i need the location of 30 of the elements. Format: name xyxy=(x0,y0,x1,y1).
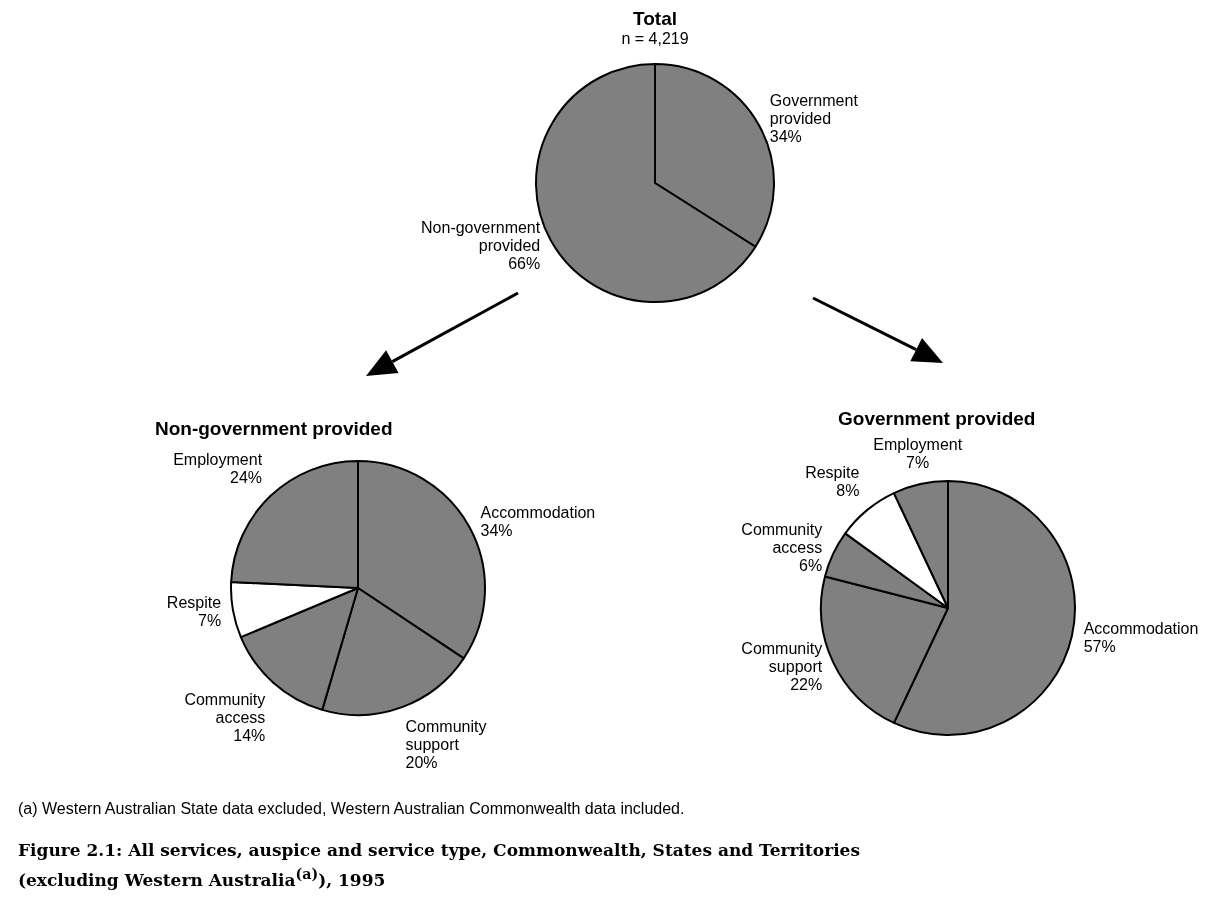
data-label: 57% xyxy=(1083,637,1116,655)
data-label: 66% xyxy=(508,254,541,272)
slice-label: Accommodation xyxy=(480,503,596,521)
text: (a) Western Australian State data excluded, Western Australian Commonwealth data included. xyxy=(18,800,686,818)
caption: Figure 2.1: All services, auspice and service type, Commonwealth, States and Territories (excluding Western Australia$^{(a)}$), 1995 xyxy=(18,839,861,892)
slice-label: Community access xyxy=(741,521,823,557)
data-label: 7% xyxy=(197,611,222,629)
data-label: 34% xyxy=(480,521,513,539)
data-label: 24% xyxy=(230,468,263,486)
slice-label: Community support xyxy=(741,639,823,675)
slice-label: Accommodation xyxy=(1083,619,1199,637)
data-label: 20% xyxy=(405,754,438,772)
data-label: 8% xyxy=(836,482,860,500)
slice-label: Respite xyxy=(805,464,860,482)
slice-label: Employment xyxy=(173,450,263,468)
slice-label: Non-government provided xyxy=(421,218,541,254)
data-label: 22% xyxy=(790,675,823,693)
data-label: 7% xyxy=(906,453,930,471)
slice-label: Respite xyxy=(166,593,222,611)
chart-title: Non-government provided xyxy=(155,418,393,440)
data-label: 34% xyxy=(769,128,802,146)
chart-subtitle: n = 4,219 xyxy=(620,30,690,48)
chart-title: Total xyxy=(632,8,678,30)
chart-title: Government provided xyxy=(838,408,1036,430)
slice-label: Employment xyxy=(873,435,963,453)
slice-label: Community support xyxy=(405,718,487,754)
slice-label: Government provided xyxy=(769,92,859,128)
slice-label: Community access xyxy=(184,691,266,726)
data-label: 14% xyxy=(233,727,266,744)
data-label: 6% xyxy=(799,557,823,575)
